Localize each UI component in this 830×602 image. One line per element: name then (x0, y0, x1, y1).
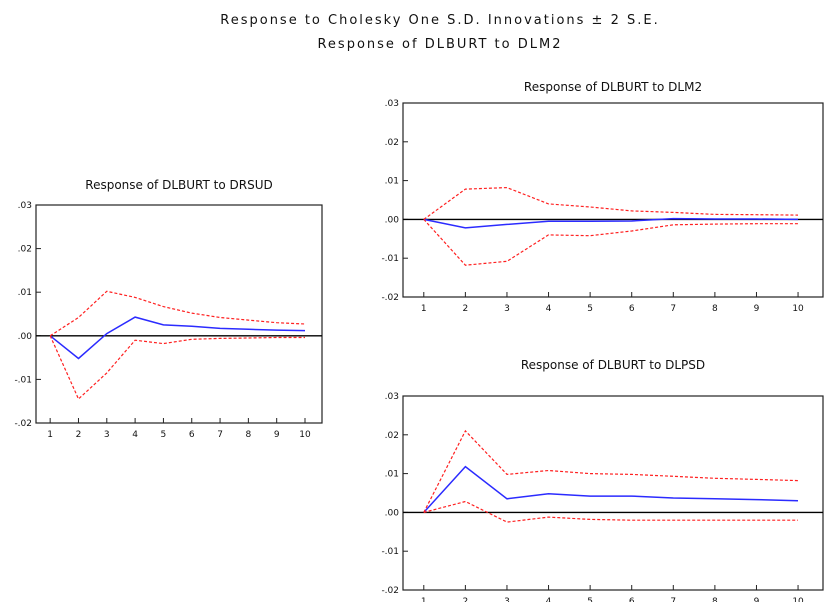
x-tick-label: 9 (754, 597, 760, 602)
x-tick-label: 1 (421, 304, 427, 314)
x-tick-label: 3 (104, 430, 110, 440)
x-tick-label: 4 (132, 430, 138, 440)
x-tick-label: 1 (421, 597, 427, 602)
chart-dlm2: Response of DLBURT to DLM2 .03 .02 .01 .00 -.… (381, 80, 824, 314)
chart-title: Response of DLBURT to DLPSD (521, 358, 705, 372)
x-tick-label: 5 (587, 597, 593, 602)
x-tick-label: 6 (629, 597, 635, 602)
band-line-upper (423, 429, 799, 513)
band-line-upper (423, 186, 799, 220)
x-tick-label: 7 (670, 597, 676, 602)
y-tick-label: -.01 (381, 547, 399, 557)
y-tick-label: .00 (385, 215, 400, 225)
figure-subtitle: Response of DLBURT to DLM2 (317, 37, 563, 52)
figure-title: Response to Cholesky One S.D. Innovation… (220, 13, 660, 28)
y-tick-label: -.02 (381, 293, 399, 303)
band-line-lower (423, 218, 798, 266)
y-tick-label: .03 (385, 392, 399, 402)
x-tick-label: 10 (299, 430, 311, 440)
x-tick-label: 8 (246, 430, 252, 440)
y-tick-label: -.01 (381, 254, 399, 264)
x-tick-label: 9 (754, 304, 760, 314)
x-tick-label: 2 (463, 597, 469, 602)
x-tick-label: 2 (463, 304, 469, 314)
x-tick-label: 8 (712, 304, 718, 314)
plot-frame (402, 102, 824, 298)
x-tick-label: 5 (587, 304, 593, 314)
x-tick-label: 10 (792, 304, 804, 314)
x-tick-label: 3 (504, 304, 510, 314)
response-line (49, 316, 306, 360)
y-tick-label: .02 (385, 431, 399, 441)
y-tick-label: .02 (18, 245, 32, 255)
x-tick-label: 9 (274, 430, 280, 440)
response-line (423, 465, 799, 513)
y-tick-label: .03 (385, 99, 399, 109)
y-tick-label: .03 (18, 201, 32, 211)
y-tick-label: -.01 (14, 375, 32, 385)
y-tick-label: .00 (18, 332, 33, 342)
y-tick-label: -.02 (14, 419, 32, 429)
response-line (423, 217, 799, 229)
x-tick-label: 2 (76, 430, 82, 440)
plot-frame (35, 204, 323, 424)
x-tick-label: 6 (629, 304, 635, 314)
x-tick-label: 1 (47, 430, 53, 440)
y-tick-label: .01 (385, 470, 399, 480)
x-tick-label: 5 (161, 430, 167, 440)
plot-frame (402, 395, 824, 591)
chart-dlpsd: Response of DLBURT to DLPSD .03 .02 .01 .00 -… (381, 358, 824, 602)
y-tick-label: -.02 (381, 586, 399, 596)
y-tick-label: .02 (385, 138, 399, 148)
y-tick-label: .00 (385, 508, 400, 518)
chart-drsud: Response of DLBURT to DRSUD .03 .02 .01 .00 -… (14, 178, 323, 440)
x-tick-label: 10 (792, 597, 804, 602)
x-tick-label: 3 (504, 597, 510, 602)
y-tick-label: .01 (385, 177, 399, 187)
band-line-lower (423, 500, 798, 523)
x-tick-label: 4 (546, 304, 552, 314)
y-tick-label: .01 (18, 288, 32, 298)
chart-title: Response of DLBURT to DRSUD (85, 178, 272, 192)
x-tick-label: 7 (670, 304, 676, 314)
x-tick-label: 8 (712, 597, 718, 602)
band-line-upper (49, 290, 306, 337)
band-line-lower (49, 335, 305, 401)
x-tick-label: 7 (217, 430, 223, 440)
x-tick-label: 6 (189, 430, 195, 440)
chart-title: Response of DLBURT to DLM2 (524, 80, 702, 94)
x-tick-label: 4 (546, 597, 552, 602)
